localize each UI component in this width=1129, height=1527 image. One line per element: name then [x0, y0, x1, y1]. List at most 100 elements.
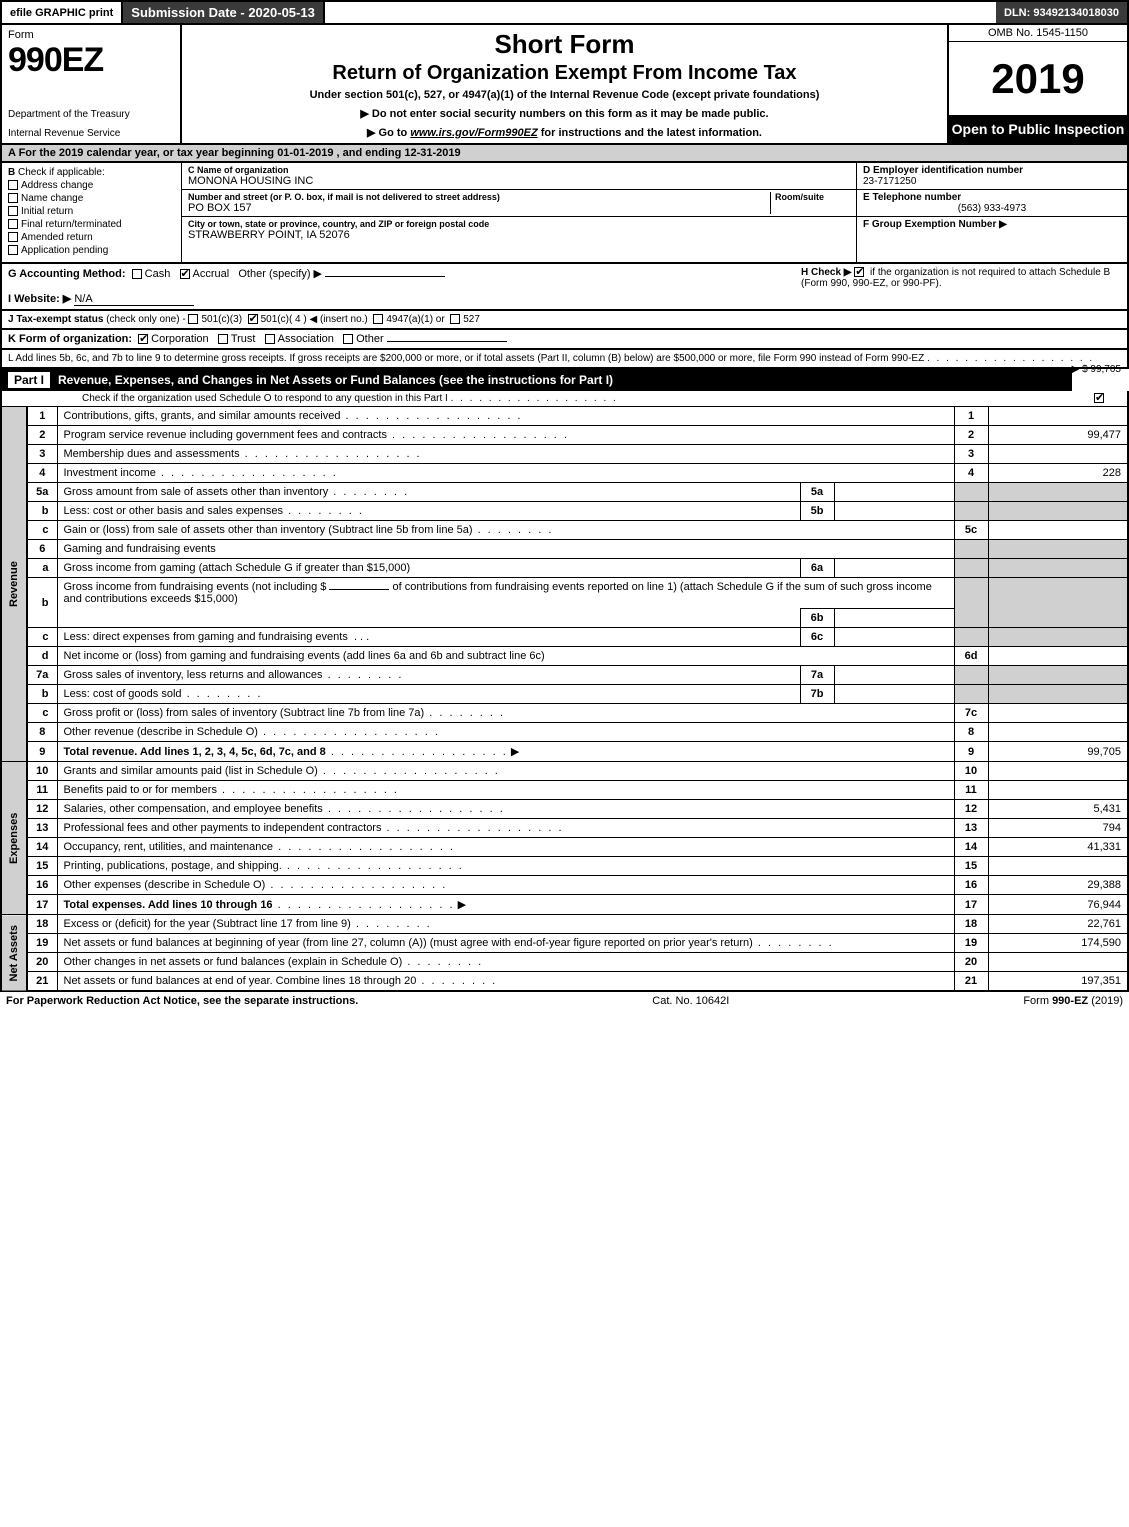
- line-19-dots: [753, 937, 834, 949]
- k-other-input[interactable]: [387, 341, 507, 342]
- j-501c3: 501(c)(3): [201, 314, 242, 325]
- footer-cat-no: Cat. No. 10642I: [652, 995, 729, 1007]
- line-9-amt: 99,705: [988, 742, 1128, 762]
- bullet-link-pre: ▶ Go to: [367, 127, 410, 139]
- line-14-amt: 41,331: [988, 838, 1128, 857]
- line-6b-desc1: Gross income from fundraising events (no…: [64, 581, 327, 593]
- line-6a-innerval: [834, 559, 954, 578]
- line-5c-desc: Gain or (loss) from sale of assets other…: [64, 524, 554, 536]
- checkbox-address-change[interactable]: [8, 180, 18, 190]
- line-7b-innerval: [834, 685, 954, 704]
- footer-paperwork: For Paperwork Reduction Act Notice, see …: [6, 995, 358, 1007]
- line-11-desc: Benefits paid to or for members: [64, 784, 400, 796]
- checkbox-final-return[interactable]: [8, 219, 18, 229]
- h-label-pre: H Check ▶: [801, 267, 851, 278]
- line-12-box: 12: [954, 800, 988, 819]
- line-5c-amt: [988, 521, 1128, 540]
- irs-link[interactable]: www.irs.gov/Form990EZ: [410, 127, 537, 139]
- topbar-spacer: [325, 2, 996, 23]
- checkbox-schedule-o[interactable]: [1094, 393, 1104, 403]
- checkbox-trust[interactable]: [218, 334, 228, 344]
- line-20-box: 20: [954, 953, 988, 972]
- line-15-desc: Printing, publications, postage, and shi…: [64, 860, 464, 872]
- line-5b-amt-shade: [988, 502, 1128, 521]
- checkbox-association[interactable]: [265, 334, 275, 344]
- line-5a-innerbox: 5a: [800, 483, 834, 502]
- checkbox-527[interactable]: [450, 314, 460, 324]
- line-10-box: 10: [954, 762, 988, 781]
- checkbox-501c3[interactable]: [188, 314, 198, 324]
- line-4-num: 4: [27, 464, 57, 483]
- phone-label: E Telephone number: [863, 192, 1121, 203]
- l-text: L Add lines 5b, 6c, and 7b to line 9 to …: [8, 353, 924, 364]
- checkbox-amended-return[interactable]: [8, 232, 18, 242]
- efile-print-label[interactable]: efile GRAPHIC print: [2, 2, 123, 23]
- line-15-amt: [988, 857, 1128, 876]
- section-def: D Employer identification number 23-7171…: [857, 163, 1127, 262]
- line-11-amt: [988, 781, 1128, 800]
- open-public-inspection: Open to Public Inspection: [949, 115, 1127, 143]
- name-change-label: Name change: [21, 193, 83, 204]
- footer-form-ref: Form 990-EZ (2019): [1023, 995, 1123, 1007]
- line-17-desc: Total expenses. Add lines 10 through 16: [64, 899, 273, 911]
- part-i-header: Part I Revenue, Expenses, and Changes in…: [0, 369, 1072, 391]
- checkbox-h[interactable]: [854, 267, 864, 277]
- line-6a-amt-shade: [988, 559, 1128, 578]
- checkbox-accrual[interactable]: [180, 269, 190, 279]
- line-15-num: 15: [27, 857, 57, 876]
- line-6-shade: [954, 540, 988, 559]
- line-17-num: 17: [27, 895, 57, 915]
- checkbox-name-change[interactable]: [8, 193, 18, 203]
- k-assoc: Association: [278, 333, 334, 345]
- footer-form-post: (2019): [1088, 995, 1123, 1007]
- tax-year: 2019: [949, 42, 1127, 115]
- line-6-num: 6: [27, 540, 57, 559]
- line-6b-blank[interactable]: [329, 589, 389, 590]
- checkbox-other-org[interactable]: [343, 334, 353, 344]
- line-18-num: 18: [27, 915, 57, 934]
- checkbox-application-pending[interactable]: [8, 245, 18, 255]
- form-number: 990EZ: [8, 41, 174, 80]
- line-6c-num: c: [27, 628, 57, 647]
- line-2-box: 2: [954, 426, 988, 445]
- checkbox-4947[interactable]: [373, 314, 383, 324]
- line-21-desc: Net assets or fund balances at end of ye…: [64, 975, 498, 987]
- l-amount: ▶ $ 99,705: [1072, 364, 1121, 375]
- k-trust: Trust: [231, 333, 256, 345]
- section-a-tax-year: A For the 2019 calendar year, or tax yea…: [0, 145, 1129, 163]
- line-7a-shade: [954, 666, 988, 685]
- line-6d-amt: [988, 647, 1128, 666]
- org-name: MONONA HOUSING INC: [188, 175, 850, 187]
- line-6b-shade: [954, 578, 988, 628]
- line-21-amt: 197,351: [988, 972, 1128, 992]
- line-15-box: 15: [954, 857, 988, 876]
- line-6-desc: Gaming and fundraising events: [57, 540, 954, 559]
- line-8-num: 8: [27, 723, 57, 742]
- checkbox-corporation[interactable]: [138, 334, 148, 344]
- line-13-box: 13: [954, 819, 988, 838]
- app-pending-label: Application pending: [21, 245, 108, 256]
- submission-date: Submission Date - 2020-05-13: [123, 2, 325, 23]
- checkbox-501c[interactable]: [248, 314, 258, 324]
- line-6c-innerbox: 6c: [800, 628, 834, 647]
- line-16-desc: Other expenses (describe in Schedule O): [64, 879, 448, 891]
- checkbox-initial-return[interactable]: [8, 206, 18, 216]
- line-2-desc: Program service revenue including govern…: [64, 429, 569, 441]
- line-6b-innerval: [834, 609, 954, 628]
- other-specify-input[interactable]: [325, 276, 445, 277]
- header-center: Short Form Return of Organization Exempt…: [182, 25, 947, 143]
- ein-label: D Employer identification number: [863, 165, 1121, 176]
- j-note: (check only one) -: [106, 314, 185, 325]
- part-i-title: Revenue, Expenses, and Changes in Net As…: [58, 373, 613, 387]
- part-i-dots: [451, 393, 618, 404]
- group-exemption-label: F Group Exemption Number ▶: [863, 219, 1121, 230]
- checkbox-cash[interactable]: [132, 269, 142, 279]
- i-label: I Website: ▶: [8, 293, 71, 305]
- top-bar: efile GRAPHIC print Submission Date - 20…: [0, 0, 1129, 25]
- line-6b-amt-shade: [988, 578, 1128, 628]
- line-10-amt: [988, 762, 1128, 781]
- line-7a-num: 7a: [27, 666, 57, 685]
- line-18-desc: Excess or (deficit) for the year (Subtra…: [64, 918, 432, 930]
- line-7c-num: c: [27, 704, 57, 723]
- line-4-amt: 228: [988, 464, 1128, 483]
